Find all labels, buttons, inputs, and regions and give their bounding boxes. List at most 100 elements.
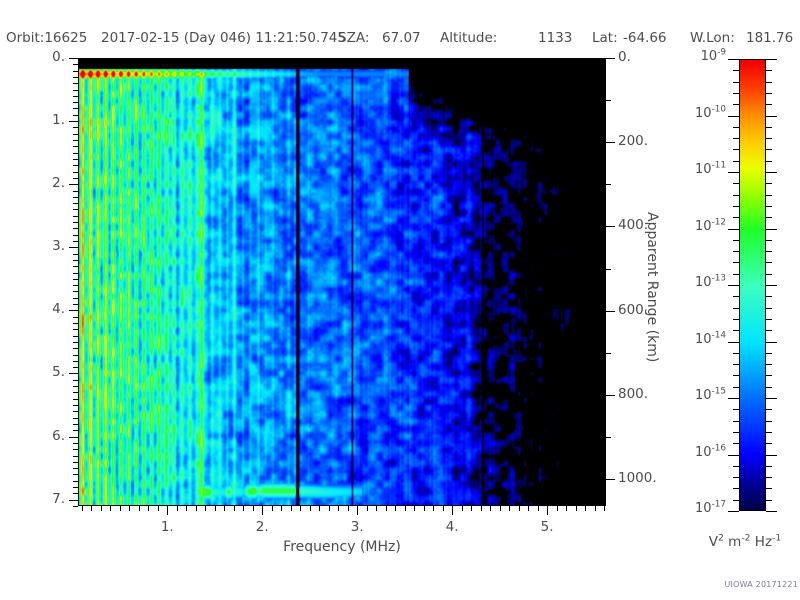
- colorbar-minor-tick-right: [766, 239, 772, 241]
- colorbar-minor-tick-right: [766, 443, 772, 445]
- left-tick-label: 4.: [52, 301, 65, 318]
- west-longitude-label: W.Lon:: [690, 30, 735, 46]
- right-major-tick: [606, 226, 615, 228]
- left-minor-tick: [73, 140, 78, 142]
- left-tick-label: 7.: [52, 490, 65, 507]
- left-minor-tick: [73, 405, 78, 407]
- colorbar: [739, 59, 766, 511]
- left-major-tick: [69, 58, 78, 59]
- colorbar-tick-label: 10-12: [695, 217, 726, 234]
- bottom-minor-tick: [205, 506, 207, 511]
- right-axis-title: Apparent Range (km): [644, 212, 660, 363]
- colorbar-minor-tick-right: [766, 81, 772, 83]
- bottom-minor-tick: [442, 506, 444, 511]
- left-minor-tick: [73, 367, 78, 369]
- left-major-tick: [69, 373, 78, 375]
- right-major-tick: [606, 142, 615, 144]
- colorbar-minor-tick-right: [766, 126, 772, 128]
- bottom-minor-tick: [186, 506, 188, 511]
- colorbar-minor-tick-left: [733, 126, 739, 128]
- bottom-minor-tick: [290, 506, 292, 511]
- left-minor-tick: [73, 259, 78, 261]
- colorbar-minor-tick-left: [733, 318, 739, 320]
- colorbar-minor-tick-left: [733, 104, 739, 106]
- colorbar-minor-tick-right: [766, 92, 772, 94]
- left-minor-tick: [73, 76, 78, 78]
- left-minor-tick: [73, 127, 78, 129]
- colorbar-minor-tick-right: [766, 262, 772, 264]
- colorbar-minor-tick-left: [733, 488, 739, 490]
- latitude-label: Lat:: [592, 30, 618, 46]
- colorbar-minor-tick-right: [766, 307, 772, 309]
- colorbar-minor-tick-left: [733, 262, 739, 264]
- bottom-tick-label: 5.: [540, 519, 554, 535]
- bottom-minor-tick: [338, 506, 340, 511]
- left-minor-tick: [73, 304, 78, 306]
- bottom-minor-tick: [585, 506, 587, 511]
- bottom-major-tick: [452, 506, 454, 515]
- colorbar-minor-tick-right: [766, 251, 772, 253]
- left-minor-tick: [73, 323, 78, 324]
- colorbar-minor-tick-right: [766, 488, 772, 490]
- left-major-tick: [69, 310, 78, 312]
- bottom-minor-tick: [195, 506, 197, 511]
- latitude-value: -64.66: [623, 30, 667, 46]
- colorbar-major-tick-left: [728, 398, 739, 399]
- bottom-minor-tick: [81, 506, 83, 511]
- bottom-minor-tick: [100, 506, 102, 511]
- right-tick-label: 600.: [618, 301, 649, 318]
- colorbar-minor-tick-right: [766, 375, 772, 377]
- colorbar-minor-tick-left: [733, 330, 739, 332]
- colorbar-minor-tick-left: [733, 70, 739, 72]
- left-minor-tick: [73, 341, 78, 343]
- left-minor-tick: [73, 240, 78, 242]
- bottom-minor-tick: [423, 506, 425, 511]
- bottom-minor-tick: [414, 506, 416, 511]
- right-minor-tick: [606, 268, 611, 270]
- colorbar-minor-tick-right: [766, 70, 772, 72]
- bottom-minor-tick: [575, 506, 577, 511]
- left-minor-tick: [73, 133, 78, 135]
- colorbar-minor-tick-right: [766, 318, 772, 320]
- left-tick-label: 0.: [52, 49, 65, 65]
- bottom-minor-tick: [110, 506, 112, 511]
- colorbar-minor-tick-right: [766, 217, 772, 219]
- colorbar-tick-label: 10-17: [695, 499, 726, 516]
- bottom-tick-label: 4.: [445, 519, 459, 535]
- left-tick-label: 1.: [52, 112, 65, 129]
- colorbar-minor-tick-left: [733, 217, 739, 219]
- bottom-minor-tick: [395, 506, 397, 511]
- right-tick-label: 1000.: [618, 470, 657, 487]
- bottom-minor-tick: [404, 506, 406, 511]
- colorbar-tick-label: 10-10: [695, 104, 726, 121]
- left-minor-tick: [73, 171, 78, 173]
- left-minor-tick: [73, 335, 78, 337]
- bottom-tick-label: 2.: [255, 519, 269, 535]
- colorbar-minor-tick-left: [733, 138, 739, 140]
- orbit-value: 16625: [44, 30, 88, 46]
- orbit-field: Orbit:16625: [6, 30, 87, 46]
- colorbar-minor-tick-right: [766, 205, 772, 207]
- west-longitude-value: 181.76: [746, 30, 794, 46]
- left-minor-tick: [73, 379, 78, 381]
- bottom-minor-tick: [176, 506, 178, 511]
- right-minor-tick: [606, 352, 611, 354]
- colorbar-minor-tick-right: [766, 352, 772, 354]
- bottom-major-tick: [262, 506, 264, 515]
- colorbar-minor-tick-right: [766, 296, 772, 298]
- colorbar-tick-label: 10-9: [700, 47, 726, 64]
- colorbar-major-tick-right: [766, 115, 777, 117]
- left-minor-tick: [73, 177, 78, 179]
- colorbar-minor-tick-left: [733, 194, 739, 196]
- left-minor-tick: [73, 102, 78, 104]
- bottom-minor-tick: [252, 506, 254, 511]
- colorbar-minor-tick-right: [766, 465, 772, 467]
- colorbar-minor-tick-left: [733, 160, 739, 162]
- left-minor-tick: [73, 278, 78, 280]
- right-tick-label: 200.: [618, 133, 649, 150]
- colorbar-minor-tick-left: [733, 307, 739, 309]
- colorbar-major-tick-right: [766, 59, 777, 60]
- colorbar-major-tick-right: [766, 341, 777, 343]
- colorbar-minor-tick-left: [733, 251, 739, 253]
- colorbar-major-tick-right: [766, 398, 777, 399]
